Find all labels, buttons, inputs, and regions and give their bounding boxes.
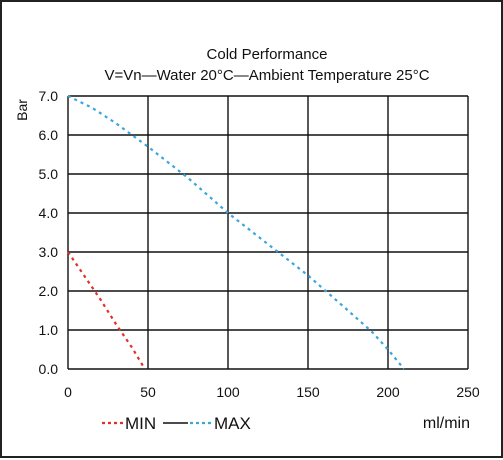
y-axis-label: Bar	[14, 99, 30, 121]
y-tick-label-0: 0.0	[39, 361, 59, 377]
x-tick-label-5: 250	[456, 384, 480, 400]
legend-label-max: MAX	[214, 414, 251, 433]
x-tick-labels: 0 50 100 150 200 250	[64, 384, 480, 400]
grid-lines	[68, 96, 468, 369]
x-tick-label-2: 100	[216, 384, 240, 400]
legend-label-min: MIN	[125, 414, 156, 433]
legend: MIN MAX	[102, 414, 251, 433]
series-line-min	[68, 252, 145, 369]
x-tick-label-0: 0	[64, 384, 72, 400]
y-tick-label-4: 4.0	[39, 205, 59, 221]
chart-subtitle: V=Vn—Water 20°C—Ambient Temperature 25°C	[104, 67, 429, 84]
y-tick-label-6: 6.0	[39, 127, 59, 143]
y-tick-label-3: 3.0	[39, 244, 59, 260]
y-tick-labels: 0.0 1.0 2.0 3.0 4.0 5.0 6.0 7.0	[39, 88, 59, 377]
y-tick-label-5: 5.0	[39, 166, 59, 182]
x-tick-label-1: 50	[140, 384, 156, 400]
y-tick-label-2: 2.0	[39, 283, 59, 299]
y-tick-label-7: 7.0	[39, 88, 59, 104]
x-tick-label-3: 150	[296, 384, 320, 400]
x-tick-label-4: 200	[376, 384, 400, 400]
x-axis-label: ml/min	[423, 415, 470, 432]
data-series	[68, 96, 404, 369]
y-tick-label-1: 1.0	[39, 322, 59, 338]
chart-title: Cold Performance	[207, 46, 328, 63]
